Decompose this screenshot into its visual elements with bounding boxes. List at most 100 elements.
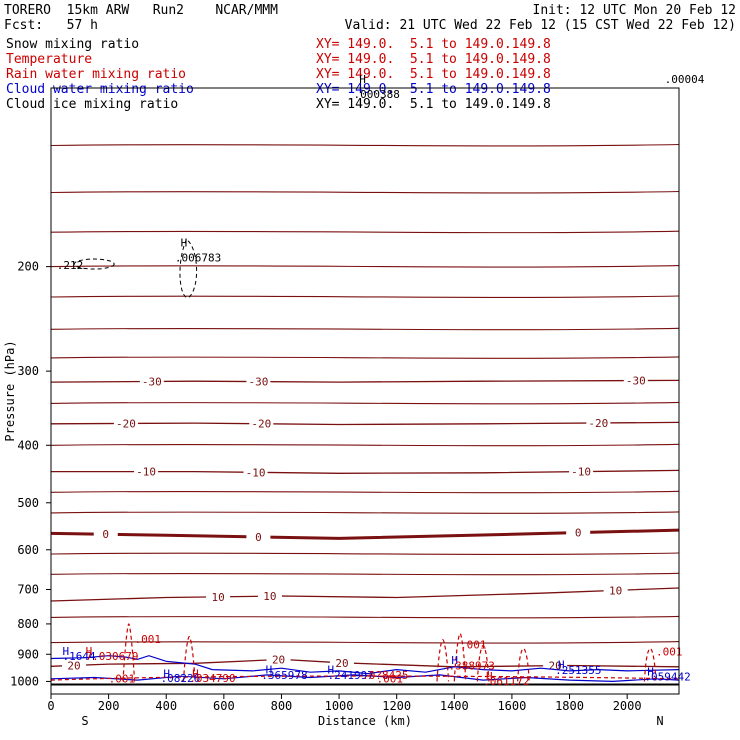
contour-label-bg <box>249 417 274 430</box>
contour-label-bg <box>586 416 611 429</box>
chart-annotation: H <box>192 668 199 681</box>
temperature-contour-label: 0 <box>102 528 109 541</box>
chart-annotation: H <box>86 645 93 658</box>
rain-contour <box>122 623 136 682</box>
chart-annotation: .241997 <box>328 669 374 682</box>
temperature-contour-label: 10 <box>211 591 224 604</box>
plot-frame <box>50 87 680 695</box>
temperature-contour-label: -30 <box>142 375 162 388</box>
isotherm-line <box>50 401 680 405</box>
temperature-contour-label: -30 <box>248 376 268 389</box>
rain-contour <box>182 635 196 682</box>
x-tick-label: 800 <box>271 699 293 713</box>
chart-annotation: .00004 <box>665 73 705 86</box>
chart-annotation: H <box>181 237 188 250</box>
chart-annotation: .001 <box>656 646 683 659</box>
isotherm-line <box>50 356 680 359</box>
isotherm-line <box>50 295 680 298</box>
chart-annotation: .034790 <box>189 672 235 685</box>
chart-annotation: .212 <box>57 259 84 272</box>
cloud-water-contour <box>50 655 680 675</box>
contour-label-bg <box>243 466 268 479</box>
chart-annotation: .001 <box>135 633 162 646</box>
legend-snow-xy: XY= 149.0. 5.1 to 149.0.149.8 <box>316 37 551 52</box>
model-title: TORERO 15km ARW Run2 NCAR/MMM <box>4 3 278 18</box>
ice-contour <box>73 258 115 270</box>
chart-annotation: H <box>163 668 170 681</box>
temperature-contour-label: -20 <box>588 417 608 430</box>
isotherm-line <box>50 511 680 514</box>
x-end-label-right: N <box>656 714 663 728</box>
temperature-contour-label: 0 <box>575 527 582 540</box>
contour-label-bg <box>603 584 628 597</box>
temperature-contour <box>50 587 680 602</box>
isotherm-line <box>50 490 680 494</box>
chart-annotation: 7.030679 <box>86 650 139 663</box>
chart-annotation: H <box>647 666 654 679</box>
temperature-contour-label: 0 <box>255 531 262 544</box>
isotherm-line <box>50 615 680 619</box>
temperature-contour-label: 10 <box>263 590 276 603</box>
legend-temperature-xy: XY= 149.0. 5.1 to 149.0.149.8 <box>316 52 551 67</box>
contour-label-bg <box>246 530 271 543</box>
x-end-label-left: S <box>81 714 88 728</box>
chart-annotation: H <box>558 659 565 672</box>
y-tick-label: 800 <box>17 617 39 631</box>
chart-annotation: .08226 <box>160 672 200 685</box>
y-tick-label: 700 <box>17 583 39 597</box>
chart-annotation: .388973 <box>449 660 495 673</box>
isotherm-line <box>50 641 680 644</box>
x-tick-label: 400 <box>155 699 177 713</box>
rain-contour <box>50 675 680 681</box>
x-tick-label: 0 <box>47 699 54 713</box>
temperature-contour-label: -10 <box>136 466 156 479</box>
chart-annotation: .059442 <box>644 671 690 684</box>
chart-annotation: H <box>359 73 366 86</box>
isotherm-line <box>50 443 680 447</box>
contour-label-bg <box>266 653 291 666</box>
temperature-contour-label: 20 <box>335 657 348 670</box>
y-tick-label: 500 <box>17 496 39 510</box>
chart-annotation: .251355 <box>555 664 601 677</box>
x-tick-label: 1200 <box>382 699 411 713</box>
chart-annotation: .061172 <box>483 675 529 688</box>
isotherm-line <box>50 327 680 331</box>
legend-cloud-water-name: Cloud water mixing ratio <box>6 82 194 97</box>
isotherm-line <box>50 230 680 234</box>
isotherm-line <box>50 143 680 147</box>
rain-contour <box>643 647 657 682</box>
contour-label-bg <box>246 375 271 388</box>
x-tick-label: 1600 <box>497 699 526 713</box>
temperature-contour-label: 20 <box>67 659 80 672</box>
init-time: Init: 12 UTC Mon 20 Feb 12 <box>532 3 737 18</box>
x-tick-label: 1800 <box>555 699 584 713</box>
temperature-contour-label: -10 <box>571 466 591 479</box>
temperature-contour-label: -10 <box>246 466 266 479</box>
isotherm-line <box>50 265 680 268</box>
chart-annotation: .000388 <box>353 88 399 101</box>
contour-label-bg <box>566 526 591 539</box>
chart-annotation: H <box>451 654 458 667</box>
temperature-contour-label: -20 <box>116 417 136 430</box>
y-axis-label: Pressure (hPa) <box>3 340 17 441</box>
contour-label-bg <box>134 465 159 478</box>
chart-annotation: .001 <box>109 673 136 686</box>
chart-annotation: H <box>328 664 335 677</box>
chart-annotation: H <box>63 645 70 658</box>
y-tick-label: 600 <box>17 543 39 557</box>
chart-annotation: H <box>486 670 493 683</box>
legend-temperature-name: Temperature <box>6 52 93 67</box>
contour-label-bg <box>623 374 648 387</box>
y-tick-label: 300 <box>17 364 39 378</box>
isotherm-line <box>50 552 680 555</box>
valid-time: Valid: 21 UTC Wed 22 Feb 12 (15 CST Wed … <box>344 18 736 33</box>
y-tick-label: 900 <box>17 647 39 661</box>
contour-label-bg <box>62 659 87 672</box>
rain-contour <box>476 644 490 682</box>
x-tick-label: 600 <box>213 699 235 713</box>
chart-annotation: H <box>266 664 273 677</box>
contour-label-bg <box>569 465 594 478</box>
isotherm-line <box>50 190 680 194</box>
y-tick-label: 200 <box>17 260 39 274</box>
